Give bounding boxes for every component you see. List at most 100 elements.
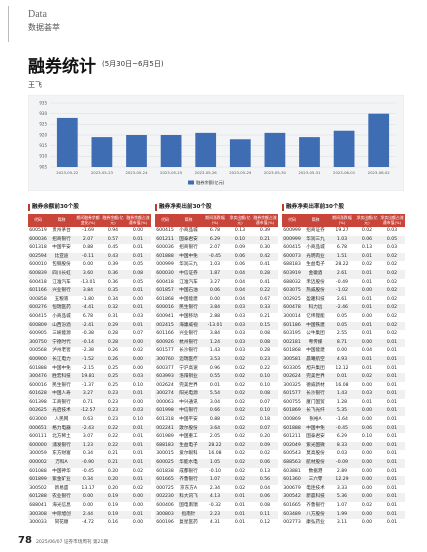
table-cell: 北方稀土	[52, 434, 71, 440]
table-cell: 0.01	[379, 476, 405, 485]
table-cell: 0.01	[355, 355, 379, 365]
table-cell: 新晨科技	[302, 493, 329, 502]
table-cell: 0.00	[361, 417, 373, 423]
table-cell: 0.28	[259, 348, 271, 354]
table-cell: 0.00	[132, 399, 144, 405]
table-cell: 600377	[156, 365, 174, 371]
table-row: 600418 江淮汽车 -13.01 0.36 0.05	[28, 279, 151, 288]
table-cell: 002624	[156, 382, 174, 388]
table-cell: 2.44	[75, 510, 101, 520]
table-cell: -0.14	[75, 338, 101, 348]
table-cell: 300581	[282, 355, 302, 365]
table-row: 603881 数据港 2.89 0.00 0.01	[282, 468, 405, 477]
table-row: 601360 三六零 12.29 0.00 0.01	[282, 476, 405, 485]
table-cell: 601665	[155, 476, 175, 485]
table-cell: 0.25	[101, 373, 125, 382]
column-header: 净卖出额(亿元)	[355, 214, 379, 227]
table-cell: 0.10	[259, 382, 271, 388]
table-cell: 3.07	[82, 434, 94, 440]
table-cell: 0.00	[355, 287, 379, 296]
table-row: 601398 工商银行 0.71 0.23 0.00	[28, 399, 151, 408]
table-cell: 002925	[283, 296, 301, 302]
table-cell: 0.01	[125, 321, 151, 331]
table-cell: 0.57	[101, 235, 125, 245]
table-cell: 0.36	[101, 269, 125, 279]
table-cell: 0.01	[125, 304, 151, 313]
table-cell: 0.00	[336, 348, 348, 354]
table-cell: 601360	[282, 476, 302, 485]
table-cell: 0.01	[379, 441, 405, 451]
table-cell: 0.22	[107, 434, 119, 440]
table-row: 300059 东方财富 0.34 0.21 0.01	[28, 450, 151, 459]
table-cell: 688183	[283, 262, 301, 268]
table-row: 000999 华润三九 1.03 0.06 0.05	[282, 235, 405, 245]
table-cell: 28.22	[335, 262, 349, 268]
table-cell: 0.02	[228, 373, 252, 382]
table-cell: 0.10	[252, 407, 278, 417]
table-cell: 601868	[156, 296, 174, 302]
table-cell: 完美世界	[302, 373, 329, 382]
y-tick-label: 905	[39, 164, 47, 169]
table-cell: -0.45	[202, 252, 228, 262]
table-cell: 600010	[29, 262, 47, 268]
table-cell: 600073	[282, 252, 302, 262]
table-row: 603305 旭升集团 12.12 0.01 0.01	[282, 365, 405, 374]
column-header: 融券余额占流通市值(%)	[125, 214, 151, 227]
table-cell: 热威股份	[302, 287, 329, 296]
table-cell: 1.03	[209, 262, 221, 268]
table-cell: 000869	[283, 417, 301, 423]
table-row: 688041 海光信息 0.00 0.19 0.00	[28, 502, 151, 511]
table-row: 601665 齐鲁银行 1.07 0.02 0.56	[155, 476, 278, 485]
table-cell: 齐鲁银行	[306, 503, 325, 508]
table-cell: 0.01	[379, 338, 405, 348]
table-row: 002241 歌尔股份 3.64 0.02 0.07	[155, 424, 278, 434]
table-cell: 601318	[156, 417, 174, 423]
table-cell: 0.01	[132, 451, 144, 457]
table-cell: 603075	[282, 287, 302, 296]
table-cell: 0.20	[259, 434, 271, 440]
table-cell: 601838	[156, 468, 174, 474]
table-cell: 600418	[156, 279, 174, 285]
table-cell: 6.78	[336, 245, 348, 251]
table-cell: 0.25	[107, 365, 119, 371]
table-cell: 600415	[283, 245, 301, 251]
table-cell: 5.35	[329, 407, 355, 417]
table-cell: 0.19	[101, 510, 125, 520]
table-row: 600809 山西汾酒 -2.41 0.29 0.01	[28, 321, 151, 331]
column-header: 净卖出额(亿元)	[228, 214, 252, 227]
data-table: 代码 简称 期间融券余额变化(%) 融券余额(亿元) 融券余额占流通市值(%) 60051…	[28, 214, 151, 528]
table-cell: 0.09	[252, 441, 278, 451]
table-cell: 0.04	[228, 287, 252, 296]
table-cell: -13.01	[80, 279, 96, 285]
table-cell: 万科A	[48, 459, 75, 468]
table-cell: 0.01	[386, 451, 398, 457]
table-cell: 中国中免	[175, 252, 202, 262]
table-cell: 12.12	[335, 365, 349, 371]
table-cell: 0.03	[355, 390, 379, 399]
table-cell: 600415	[156, 228, 174, 233]
table-cell: 2.89	[336, 468, 348, 474]
table-row: 600073 光明肉业 1.51 0.01 0.02	[282, 252, 405, 262]
table-cell: 2.23	[202, 510, 228, 520]
table-cell: 0.63	[82, 417, 94, 423]
table-cell: 德威新材	[306, 382, 325, 388]
table-cell: 0.02	[228, 390, 252, 399]
table-cell: 600905	[29, 331, 47, 337]
table-cell: 0.01	[125, 459, 151, 468]
table-cell: 300274	[155, 390, 175, 399]
table-cell: 0.01	[361, 279, 373, 285]
table-cell: 0.01	[125, 235, 151, 245]
table-cell: 中国铁建	[302, 321, 329, 331]
table-cell: 002230	[155, 493, 175, 502]
table-cell: 0.02	[234, 399, 246, 405]
table-cell: 0.02	[379, 321, 405, 331]
table-cell: 0.03	[228, 338, 252, 348]
table-row: 603000 人民网 0.63 0.23 0.10	[28, 416, 151, 425]
footer-text: 2025/06/07 证券市场周刊 第21期	[36, 540, 108, 545]
table-cell: 0.01	[125, 510, 151, 520]
table-cell: 0.01	[386, 417, 398, 423]
table-cell: 中国中免	[52, 365, 71, 371]
table-cell: 600519	[29, 228, 47, 233]
table-cell: 601166	[156, 331, 174, 337]
table-row: 002181 粤传媒 8.71 0.00 0.01	[282, 338, 405, 348]
